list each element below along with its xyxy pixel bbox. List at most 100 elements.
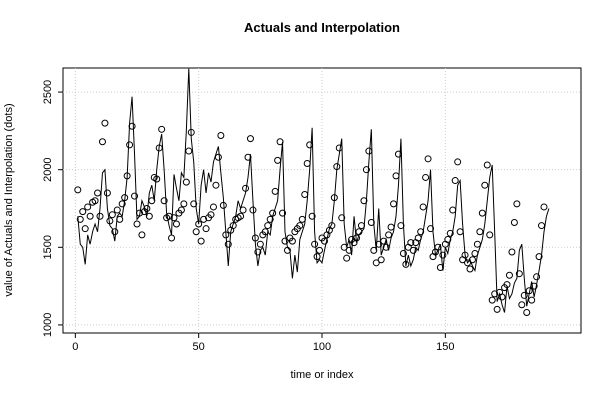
data-point (131, 192, 139, 200)
data-point (473, 240, 481, 248)
data-point (392, 172, 400, 180)
data-point (493, 305, 501, 313)
data-point (338, 214, 346, 222)
data-point (449, 206, 457, 214)
data-point (444, 236, 452, 244)
data-point (128, 122, 136, 130)
x-tick-label: 150 (436, 341, 454, 353)
data-point (530, 282, 538, 290)
data-point (523, 309, 531, 317)
data-point (207, 211, 215, 219)
data-point (353, 234, 361, 242)
data-point (434, 243, 442, 251)
data-point (375, 240, 383, 248)
data-point (436, 263, 444, 271)
data-point (397, 222, 405, 230)
data-point (170, 214, 178, 222)
data-point (91, 197, 99, 205)
data-point (424, 155, 432, 163)
data-point (155, 144, 163, 152)
data-point (345, 246, 353, 254)
y-tick-label: 2000 (42, 157, 54, 181)
data-point (464, 259, 472, 267)
data-point (486, 231, 494, 239)
data-point (239, 206, 247, 214)
data-point (355, 228, 363, 236)
data-point (106, 217, 114, 225)
data-point (249, 206, 257, 214)
data-point (488, 296, 496, 304)
data-point (528, 296, 536, 304)
data-point (476, 228, 484, 236)
data-point (116, 215, 124, 223)
data-point (269, 209, 277, 217)
data-point (533, 273, 541, 281)
data-point (306, 141, 314, 149)
data-point (308, 212, 316, 220)
data-point (508, 248, 516, 256)
data-point (121, 194, 129, 202)
data-point (261, 228, 269, 236)
data-point (468, 256, 476, 264)
data-point (264, 222, 272, 230)
data-point (145, 212, 153, 220)
data-point (311, 240, 319, 248)
data-point (417, 228, 425, 236)
data-point (498, 293, 506, 301)
data-point (535, 253, 543, 261)
data-point (343, 254, 351, 262)
data-point (118, 200, 126, 208)
data-point (454, 158, 462, 166)
data-point (84, 203, 92, 211)
data-point (271, 187, 279, 195)
data-point (390, 200, 398, 208)
data-point (478, 209, 486, 217)
data-point (481, 181, 489, 189)
data-point (81, 225, 89, 233)
data-point (153, 175, 161, 183)
data-point (76, 215, 84, 223)
data-point (212, 181, 220, 189)
data-point (283, 246, 291, 254)
data-point (187, 128, 195, 136)
data-point (96, 212, 104, 220)
data-point (316, 246, 324, 254)
data-point (333, 163, 341, 171)
data-point (158, 125, 166, 133)
data-point (399, 250, 407, 258)
data-point (538, 222, 546, 230)
data-point (288, 237, 296, 245)
data-point (303, 159, 311, 167)
x-tick-label: 0 (72, 341, 78, 353)
data-point (419, 203, 427, 211)
data-point (466, 265, 474, 273)
data-point (279, 209, 287, 217)
y-tick-label: 1500 (42, 235, 54, 259)
y-tick-label: 2500 (42, 80, 54, 104)
data-point (244, 153, 252, 161)
data-point (370, 246, 378, 254)
data-point (518, 301, 526, 309)
data-point (377, 256, 385, 264)
data-point (387, 223, 395, 231)
y-axis-label: value of Actuals and Interpolation (dots… (3, 103, 15, 296)
data-point (74, 186, 82, 194)
data-point (214, 153, 222, 161)
data-point (313, 253, 321, 261)
data-point (461, 251, 469, 259)
data-point (133, 220, 141, 228)
data-point (86, 212, 94, 220)
data-point (505, 271, 513, 279)
data-point (113, 206, 121, 214)
data-point (177, 206, 185, 214)
data-point (335, 144, 343, 152)
data-point (148, 197, 156, 205)
data-point (111, 228, 119, 236)
data-point (251, 234, 259, 242)
data-point (471, 250, 479, 258)
data-point (256, 240, 264, 248)
data-point (446, 229, 454, 237)
data-point (394, 150, 402, 158)
data-point (296, 222, 304, 230)
